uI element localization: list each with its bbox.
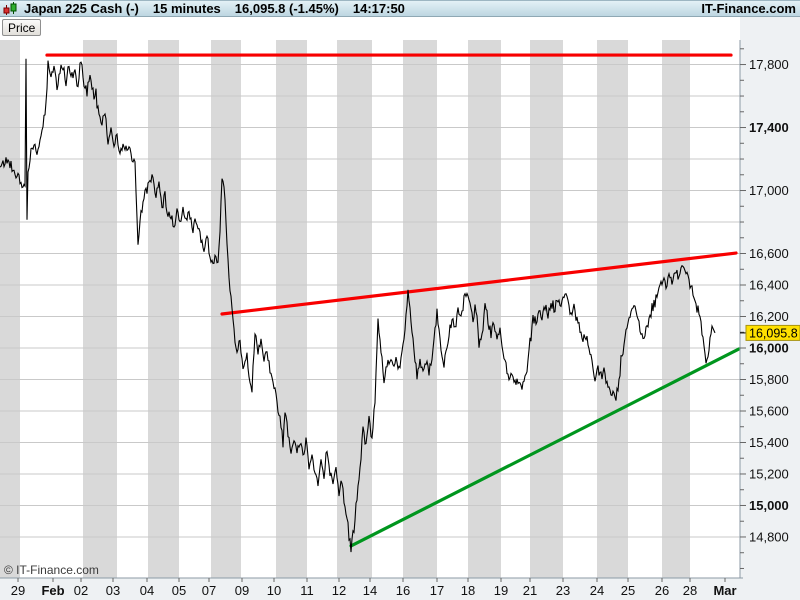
price-line xyxy=(0,58,716,553)
session-band xyxy=(403,40,437,578)
y-axis-label: 15,400 xyxy=(749,435,789,450)
x-axis-label: 29 xyxy=(11,583,25,598)
y-axis[interactable]: 17,800 17,400 17,000 16,600 16,400 16,200 16,0… xyxy=(739,40,789,578)
x-axis-label: Feb xyxy=(41,583,64,598)
y-axis-label: 17,400 xyxy=(749,120,789,135)
gridlines xyxy=(0,64,740,538)
x-axis-label: 18 xyxy=(461,583,475,598)
brand-link[interactable]: IT-Finance.com xyxy=(701,1,796,16)
x-axis-panel[interactable] xyxy=(0,578,740,600)
x-axis-label: 02 xyxy=(74,583,88,598)
tab-price[interactable]: Price xyxy=(2,19,42,36)
x-axis-label: Mar xyxy=(713,583,736,598)
y-axis-label: 14,800 xyxy=(749,529,789,544)
y-axis-label: 16,000 xyxy=(749,341,789,356)
x-axis-label: 11 xyxy=(300,583,314,598)
price-and-change: 16,095.8 (-1.45%) xyxy=(234,1,339,16)
y-axis-label: 17,800 xyxy=(749,57,789,72)
session-band xyxy=(276,40,307,578)
price-series xyxy=(0,58,716,553)
y-axis-label: 16,200 xyxy=(749,309,789,324)
x-axis[interactable]: 29 Feb 02 03 04 05 07 09 10 11 12 14 16 17 18 19 21 23 24 2… xyxy=(0,577,743,598)
x-axis-label: 14 xyxy=(363,583,377,598)
x-axis-label: 21 xyxy=(523,583,537,598)
session-band xyxy=(597,40,628,578)
trendlines[interactable] xyxy=(45,53,741,548)
x-axis-label: 04 xyxy=(140,583,154,598)
x-axis-label: 25 xyxy=(621,583,635,598)
x-axis-label: 26 xyxy=(655,583,669,598)
x-axis-label: 28 xyxy=(683,583,697,598)
title-bar: Japan 225 Cash (-) 15 minutes 16,095.8 (… xyxy=(0,0,800,17)
x-axis-label: 10 xyxy=(267,583,281,598)
y-axis-label: 15,000 xyxy=(749,498,789,513)
trendline-support-rising[interactable] xyxy=(349,347,741,548)
timeframe-label: 15 minutes xyxy=(152,1,221,16)
x-axis-label: 09 xyxy=(235,583,249,598)
session-band xyxy=(211,40,241,578)
session-band xyxy=(662,40,690,578)
x-axis-label: 23 xyxy=(556,583,570,598)
y-axis-label: 15,200 xyxy=(749,466,789,481)
x-axis-label: 17 xyxy=(430,583,444,598)
session-band xyxy=(148,40,179,578)
tab-price-label: Price xyxy=(8,20,36,35)
last-price-value: 16,095.8 xyxy=(749,326,798,340)
candlestick-icon xyxy=(3,2,18,15)
x-axis-label: 16 xyxy=(396,583,410,598)
y-axis-panel[interactable] xyxy=(740,17,800,600)
watermark: © IT-Finance.com xyxy=(4,563,99,577)
quote-time: 14:17:50 xyxy=(352,1,405,16)
y-axis-label: 16,600 xyxy=(749,246,789,261)
x-axis-label: 03 xyxy=(106,583,120,598)
session-band xyxy=(337,40,372,578)
instrument-name: Japan 225 Cash (-) xyxy=(24,1,139,16)
session-band xyxy=(83,40,117,578)
session-band xyxy=(0,40,20,578)
x-axis-label: 05 xyxy=(172,583,186,598)
x-axis-label: 19 xyxy=(494,583,508,598)
x-axis-label: 07 xyxy=(202,583,216,598)
last-price-tag: 16,095.8 xyxy=(740,324,800,341)
x-axis-label: 24 xyxy=(590,583,604,598)
y-axis-label: 15,600 xyxy=(749,403,789,418)
y-axis-label: 16,400 xyxy=(749,278,789,293)
trendline-resistance-rising[interactable] xyxy=(220,251,738,316)
y-axis-label: 15,800 xyxy=(749,372,789,387)
x-axis-label: 12 xyxy=(332,583,346,598)
y-axis-label: 17,000 xyxy=(749,183,789,198)
